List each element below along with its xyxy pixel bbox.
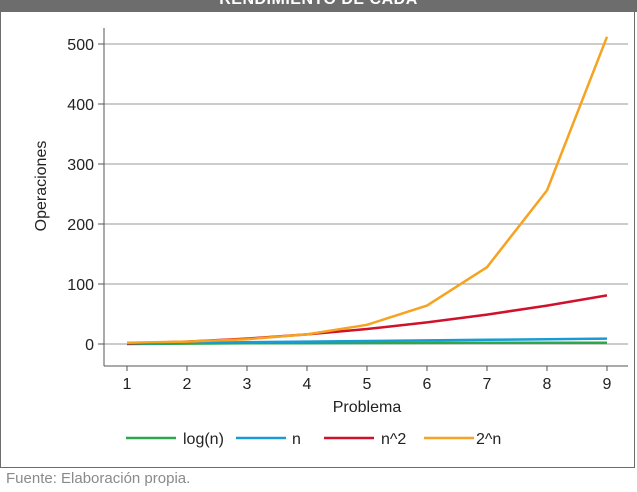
grid-layer [104, 43, 628, 345]
x-tick-label: 3 [243, 376, 252, 393]
x-axis-label: Problema [333, 399, 402, 416]
title-bar: RENDIMIENTO DE CADA [0, 0, 637, 12]
x-tick-label: 4 [303, 376, 312, 393]
legend-label: n^2 [381, 431, 406, 448]
source-note: Fuente: Elaboración propia. [6, 470, 191, 487]
x-tick-label: 9 [603, 376, 612, 393]
x-tick-label: 2 [183, 376, 192, 393]
series-layer [126, 36, 609, 346]
chart-frame [0, 0, 635, 468]
y-axis-label: Operaciones [33, 141, 50, 232]
x-tick-label: 8 [543, 376, 552, 393]
x-tick-label: 6 [423, 376, 432, 393]
series-line-n [126, 337, 608, 345]
series-line-n^2 [126, 294, 608, 345]
y-tick-label: 400 [67, 97, 94, 114]
series-line-2^n [126, 36, 609, 345]
y-tick-label: 0 [85, 337, 94, 354]
x-tick-label: 5 [363, 376, 372, 393]
axis-layer: 0 100 200 300 400 500 1 2 3 4 5 6 7 8 9 [67, 28, 628, 393]
y-tick-label: 100 [67, 277, 94, 294]
y-tick-label: 200 [67, 217, 94, 234]
legend-label: log(n) [183, 431, 224, 448]
legend-label: 2^n [476, 431, 501, 448]
y-tick-label: 300 [67, 157, 94, 174]
x-tick-label: 7 [483, 376, 492, 393]
x-tick-label: 1 [123, 376, 132, 393]
line-chart: 0 100 200 300 400 500 1 2 3 4 5 6 7 8 9 Operaciones Pr… [33, 28, 628, 448]
legend-label: n [292, 431, 301, 448]
legend: log(n) n n^2 2^n [126, 431, 501, 448]
chart-title: RENDIMIENTO DE CADA [0, 0, 637, 9]
y-tick-label: 500 [67, 37, 94, 54]
